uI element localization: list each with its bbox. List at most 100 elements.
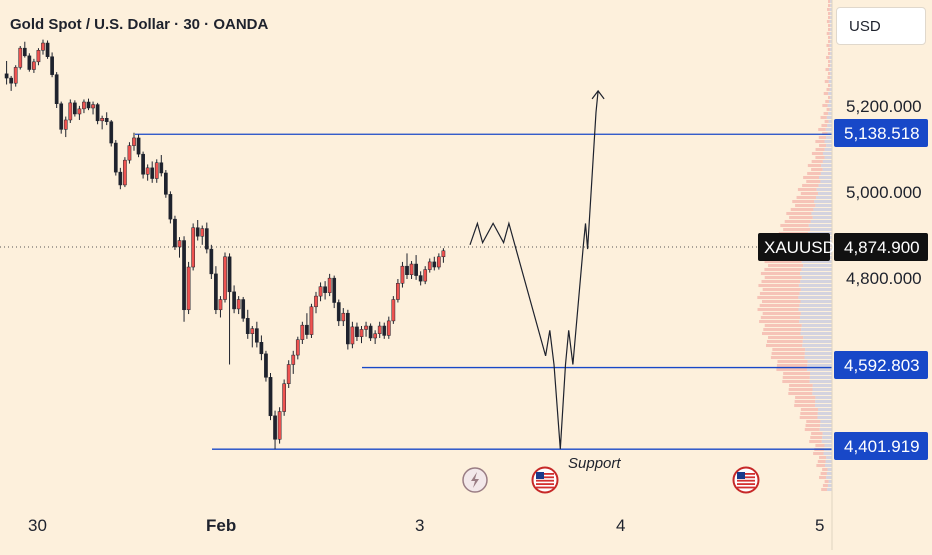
candle xyxy=(218,296,223,318)
candle xyxy=(73,100,77,117)
candle xyxy=(82,99,86,114)
candle xyxy=(264,350,268,382)
us-flag-icon xyxy=(531,466,559,494)
candle xyxy=(277,407,282,444)
candle xyxy=(32,58,36,73)
us-flag-icon xyxy=(732,466,760,494)
candle xyxy=(164,169,168,198)
candle xyxy=(432,256,437,271)
level-lines xyxy=(0,133,832,450)
support-annotation: Support xyxy=(568,455,621,472)
chart-title[interactable]: Gold Spot / U.S. Dollar · 30 · OANDA xyxy=(10,16,269,33)
candle xyxy=(341,308,346,327)
symbol-label: XAUUSD xyxy=(758,233,835,261)
current-price-label: 4,874.900 xyxy=(834,233,928,261)
candle xyxy=(355,322,359,341)
candle xyxy=(364,321,368,337)
candle xyxy=(45,40,50,59)
projection-path xyxy=(469,89,605,450)
candle xyxy=(309,303,314,338)
candle xyxy=(314,291,318,314)
event-markers xyxy=(462,466,760,494)
candle xyxy=(145,164,150,181)
candle xyxy=(195,220,200,241)
candle xyxy=(141,151,145,179)
candle xyxy=(136,134,141,158)
candle xyxy=(41,39,45,55)
candle xyxy=(168,191,173,224)
candle xyxy=(191,223,196,271)
candle xyxy=(127,142,132,164)
x-tick-label: 3 xyxy=(415,516,425,535)
candle xyxy=(13,65,18,87)
candle xyxy=(186,261,191,315)
candle xyxy=(241,296,246,322)
candle xyxy=(418,271,423,286)
y-tick-label: 5,200.000 xyxy=(846,97,922,116)
x-tick-label: Feb xyxy=(206,516,237,535)
candle xyxy=(123,157,127,188)
candle xyxy=(386,316,391,339)
candle xyxy=(50,52,54,78)
y-tick-label: 4,800.000 xyxy=(846,269,922,288)
candle xyxy=(405,253,409,279)
candle xyxy=(132,132,136,151)
candle xyxy=(377,321,382,338)
lightning-icon xyxy=(462,467,488,493)
candle xyxy=(27,53,32,72)
candle xyxy=(300,321,305,344)
candles xyxy=(4,39,446,450)
candle xyxy=(4,60,9,85)
candle xyxy=(346,309,350,350)
candle xyxy=(327,273,332,297)
candle xyxy=(336,299,341,327)
candle xyxy=(214,266,218,315)
candle xyxy=(273,410,277,450)
candle xyxy=(100,115,105,130)
candle xyxy=(227,253,232,365)
candle xyxy=(318,282,323,302)
candle xyxy=(427,258,432,273)
candle xyxy=(104,112,109,126)
candle xyxy=(373,330,377,344)
candle xyxy=(400,261,405,288)
candle xyxy=(204,222,209,254)
candle xyxy=(250,326,255,348)
candle xyxy=(414,255,418,280)
currency-button[interactable]: USD xyxy=(836,7,926,45)
candle xyxy=(77,105,82,120)
candle xyxy=(305,313,309,339)
candle xyxy=(368,323,373,341)
candle xyxy=(200,225,205,245)
candle xyxy=(95,102,100,125)
candle xyxy=(59,101,64,134)
candle xyxy=(291,350,296,374)
candle xyxy=(245,309,250,339)
candle xyxy=(68,99,73,123)
candle xyxy=(182,236,186,322)
level-price-label[interactable]: 4,401.919 xyxy=(834,432,928,460)
candle xyxy=(86,98,91,111)
candle xyxy=(63,116,68,138)
candle xyxy=(350,321,355,349)
candle xyxy=(282,379,286,416)
level-price-label[interactable]: 4,592.803 xyxy=(834,351,928,379)
candle xyxy=(232,285,236,314)
candle xyxy=(177,237,182,258)
x-tick-label: 30 xyxy=(28,516,47,535)
x-tick-label: 5 xyxy=(815,516,825,535)
candle xyxy=(286,360,291,389)
candle xyxy=(54,72,59,108)
candle xyxy=(36,48,41,66)
candle xyxy=(423,266,428,285)
candle xyxy=(209,244,214,279)
candle xyxy=(359,326,364,344)
candle xyxy=(268,373,273,421)
candle xyxy=(9,75,14,91)
candle xyxy=(22,41,27,58)
candle xyxy=(259,335,264,361)
candle xyxy=(332,275,337,309)
level-price-label[interactable]: 5,138.518 xyxy=(834,119,928,147)
